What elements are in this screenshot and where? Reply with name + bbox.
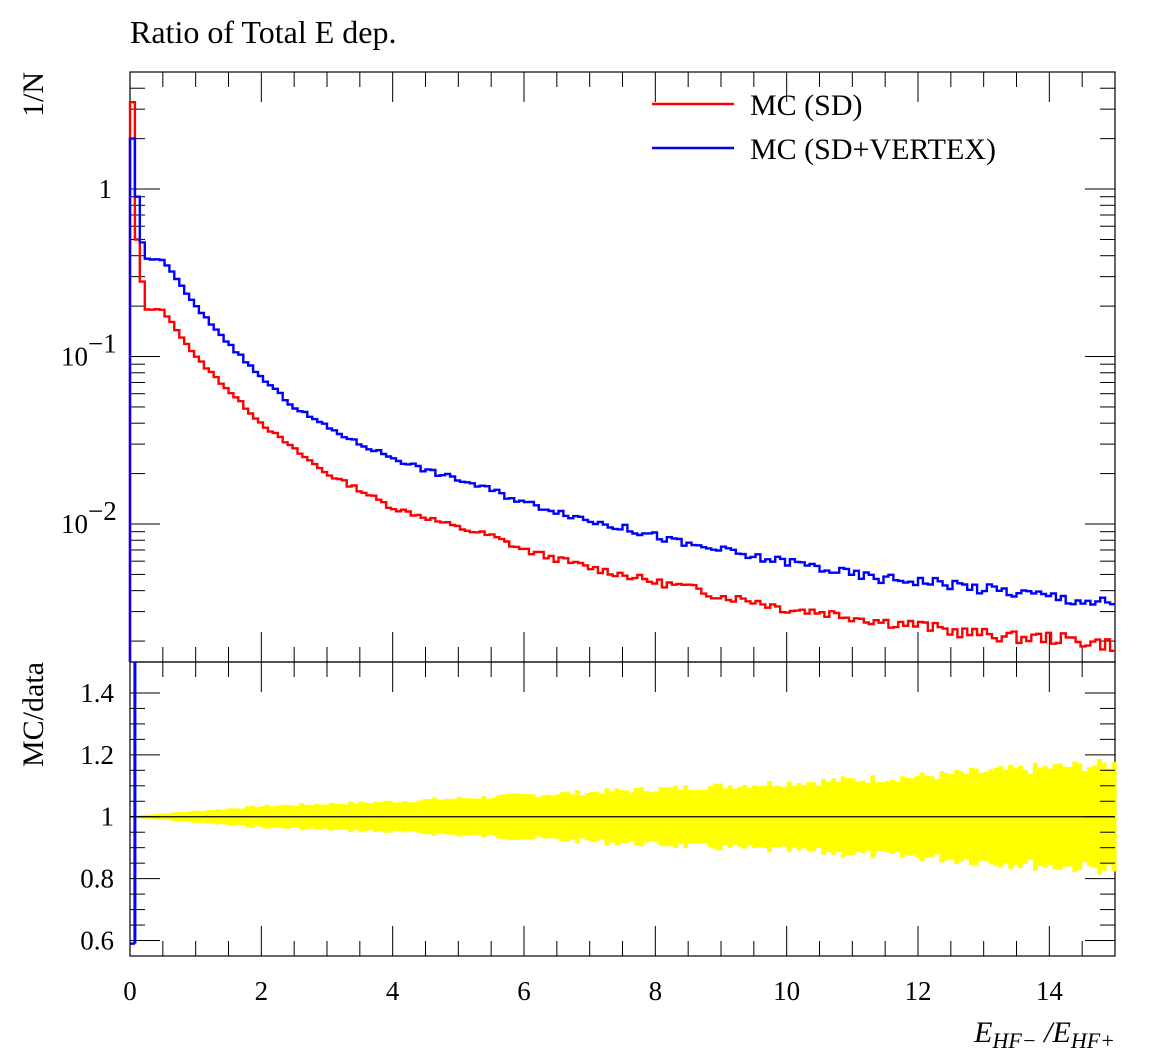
x-tick-label: 4 (386, 976, 400, 1006)
ratio-band (130, 662, 1117, 945)
ratio-y-tick-label: 1 (101, 802, 115, 832)
x-tick-label: 6 (517, 976, 531, 1006)
series-line-mc-sd (128, 101, 1115, 662)
x-axis-label-part: E (973, 1016, 992, 1049)
x-axis-label-sub: HF+ (1070, 1028, 1115, 1053)
ratio-y-tick-label: 0.6 (80, 926, 114, 956)
y-axis-label-ratio: MC/data (17, 662, 50, 767)
y-axis-label-main: 1/N (17, 72, 50, 117)
x-tick-label: 2 (255, 976, 269, 1006)
legend-label: MC (SD+VERTEX) (750, 133, 996, 166)
y-tick-label-exp: −1 (88, 329, 117, 359)
legend-label: MC (SD) (750, 89, 863, 122)
series-group (128, 101, 1115, 662)
ratio-y-tick-label: 0.8 (80, 864, 114, 894)
ratio-y-tick-label: 1.2 (80, 740, 114, 770)
x-tick-label: 0 (123, 976, 137, 1006)
x-axis-label-sub: HF− (991, 1028, 1036, 1053)
x-axis-label: EHF− /EHF+ (973, 1016, 1115, 1053)
y-tick-label-main: 10 (61, 509, 88, 539)
legend: MC (SD) MC (SD+VERTEX) (652, 89, 996, 166)
x-axis-label-part: E (1052, 1016, 1071, 1049)
ratio-axis-ticks: 0.6 0.8 1 1.2 1.4 0 2 4 6 8 10 12 14 (80, 662, 1116, 1006)
x-tick-label: 8 (649, 976, 663, 1006)
chart-title: Ratio of Total E dep. (130, 14, 396, 50)
y-tick-label-exp: −2 (88, 496, 117, 526)
x-axis-label-part: / (1042, 1016, 1055, 1049)
y-tick-label-main: 10 (61, 342, 88, 372)
x-tick-label: 14 (1036, 976, 1064, 1006)
x-axis-label-spacer (1037, 1016, 1045, 1049)
ratio-y-tick-label: 1.4 (80, 678, 114, 708)
y-tick-label-main: 1 (99, 174, 113, 204)
series-line-mc-sd-vertex (128, 137, 1115, 662)
x-tick-label: 12 (905, 976, 932, 1006)
x-tick-label: 10 (773, 976, 800, 1006)
main-axis-ticks: 110−110−2 (61, 71, 1116, 662)
